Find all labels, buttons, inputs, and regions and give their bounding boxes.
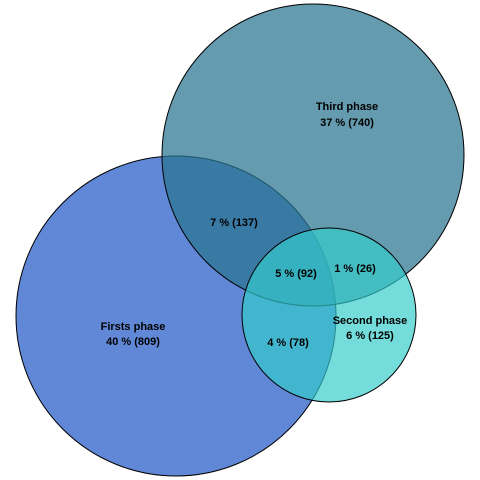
label-second-third: 1 % (26) bbox=[334, 263, 376, 275]
label-second-phase-name: Second phase bbox=[333, 315, 408, 327]
circle-second-phase bbox=[241, 227, 417, 403]
label-first-second-third: 5 % (92) bbox=[275, 268, 317, 280]
label-third-phase-value: 37 % (740) bbox=[320, 117, 374, 129]
label-firsts-phase-name: Firsts phase bbox=[101, 321, 166, 333]
label-second-phase-value: 6 % (125) bbox=[346, 330, 394, 342]
label-third-phase-name: Third phase bbox=[316, 101, 378, 113]
label-first-third: 7 % (137) bbox=[210, 217, 258, 229]
label-first-second: 4 % (78) bbox=[267, 337, 309, 349]
label-firsts-phase-value: 40 % (809) bbox=[106, 336, 160, 348]
